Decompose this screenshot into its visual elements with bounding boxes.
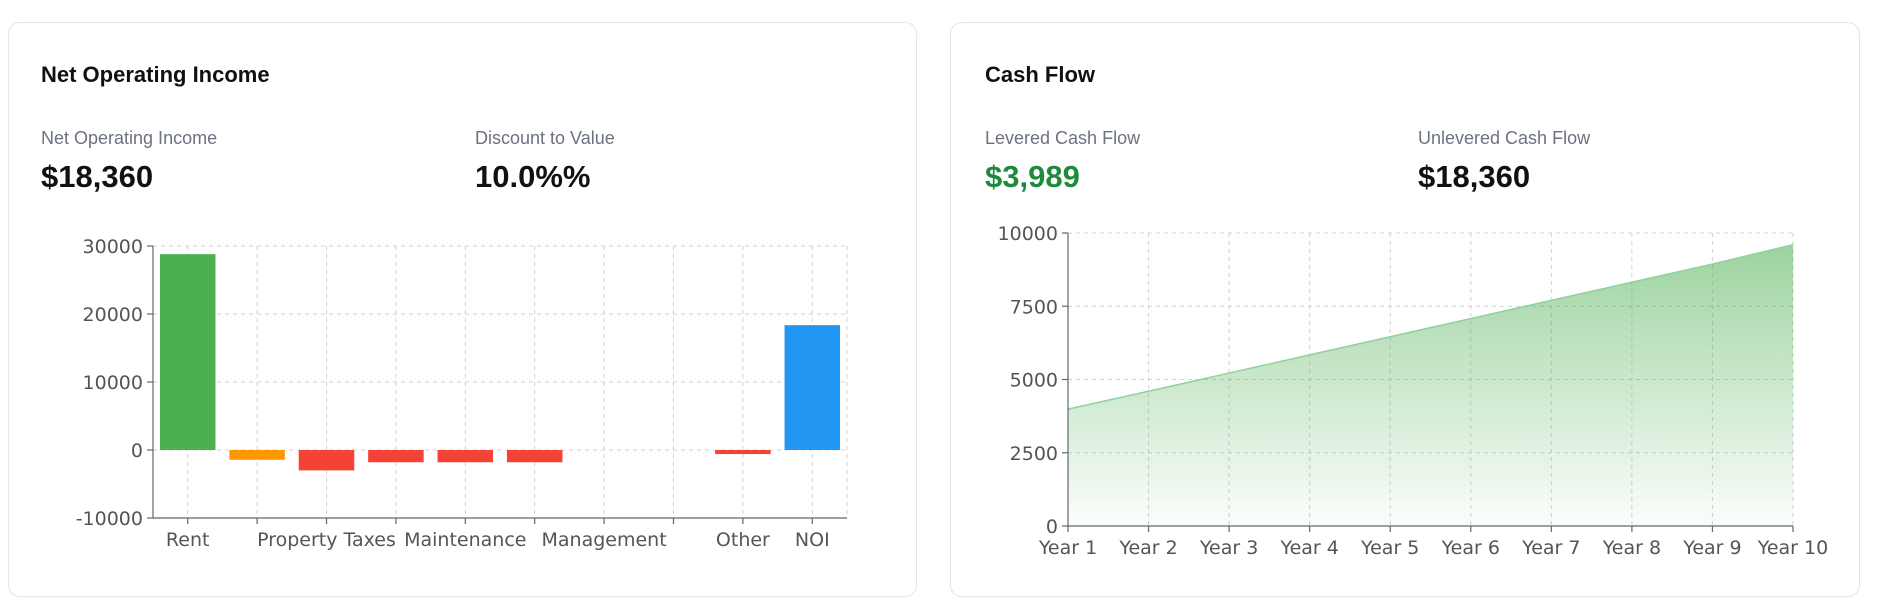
levered-metric-value: $3,989 — [985, 159, 1080, 194]
noi-bar — [229, 450, 285, 460]
noi-y-tick-label: 0 — [131, 440, 143, 462]
cf-x-tick-label: Year 6 — [1441, 537, 1500, 559]
noi-bar — [437, 450, 494, 463]
cf-x-tick-label: Year 7 — [1521, 537, 1580, 559]
discount-metric-label: Discount to Value — [475, 128, 615, 148]
cf-y-tick-label: 7500 — [1010, 296, 1058, 318]
cf-area-fill — [1068, 244, 1793, 526]
discount-metric: Discount to Value 10.0%% — [475, 128, 615, 195]
noi-metric-label: Net Operating Income — [41, 128, 218, 148]
cf-x-tick-label: Year 4 — [1279, 537, 1338, 559]
noi-bar — [506, 450, 563, 463]
noi-x-tick-label: Other — [716, 529, 770, 551]
cf-y-tick-label: 2500 — [1010, 443, 1058, 465]
noi-bar — [784, 325, 841, 450]
discount-metric-value: 10.0%% — [475, 159, 591, 194]
cf-y-tick-label: 0 — [1046, 516, 1058, 538]
noi-y-tick-label: 30000 — [83, 236, 143, 258]
cf-x-tick-label: Year 2 — [1118, 537, 1177, 559]
noi-y-tick-label: 10000 — [83, 372, 143, 394]
noi-metric-value: $18,360 — [41, 159, 154, 194]
cf-series-line — [1067, 243, 1794, 410]
cf-x-tick-label: Year 3 — [1199, 537, 1258, 559]
noi-bar — [298, 450, 355, 471]
noi-x-tick-label: NOI — [795, 529, 830, 551]
cf-y-tick-label: 5000 — [1010, 370, 1058, 392]
cf-x-tick-label: Year 5 — [1360, 537, 1419, 559]
levered-metric-label: Levered Cash Flow — [985, 128, 1141, 148]
noi-x-tick-label: Maintenance — [404, 529, 526, 551]
cf-x-tick-label: Year 1 — [1038, 537, 1097, 559]
cf-x-tick-label: Year 8 — [1602, 537, 1661, 559]
cf-x-tick-label: Year 10 — [1757, 537, 1828, 559]
noi-x-tick-label: Property Taxes — [257, 529, 396, 551]
cf-y-tick-label: 10000 — [998, 223, 1058, 245]
noi-x-tick-label: Rent — [166, 529, 210, 551]
noi-card — [8, 22, 917, 597]
unlevered-metric: Unlevered Cash Flow $18,360 — [1418, 128, 1590, 195]
noi-x-tick-label: Management — [542, 529, 667, 551]
unlevered-metric-value: $18,360 — [1418, 159, 1531, 194]
noi-y-tick-label: 20000 — [83, 304, 143, 326]
cash-flow-card-title: Cash Flow — [985, 62, 1096, 87]
unlevered-metric-label: Unlevered Cash Flow — [1418, 128, 1591, 148]
noi-bar — [715, 450, 771, 455]
noi-y-tick-label: -10000 — [76, 508, 143, 530]
levered-metric: Levered Cash Flow $3,989 — [985, 128, 1140, 195]
cf-x-tick-label: Year 9 — [1682, 537, 1741, 559]
noi-metric: Net Operating Income $18,360 — [41, 128, 217, 195]
noi-bar — [159, 254, 216, 450]
noi-card-title: Net Operating Income — [41, 62, 270, 87]
noi-bar — [368, 450, 424, 463]
